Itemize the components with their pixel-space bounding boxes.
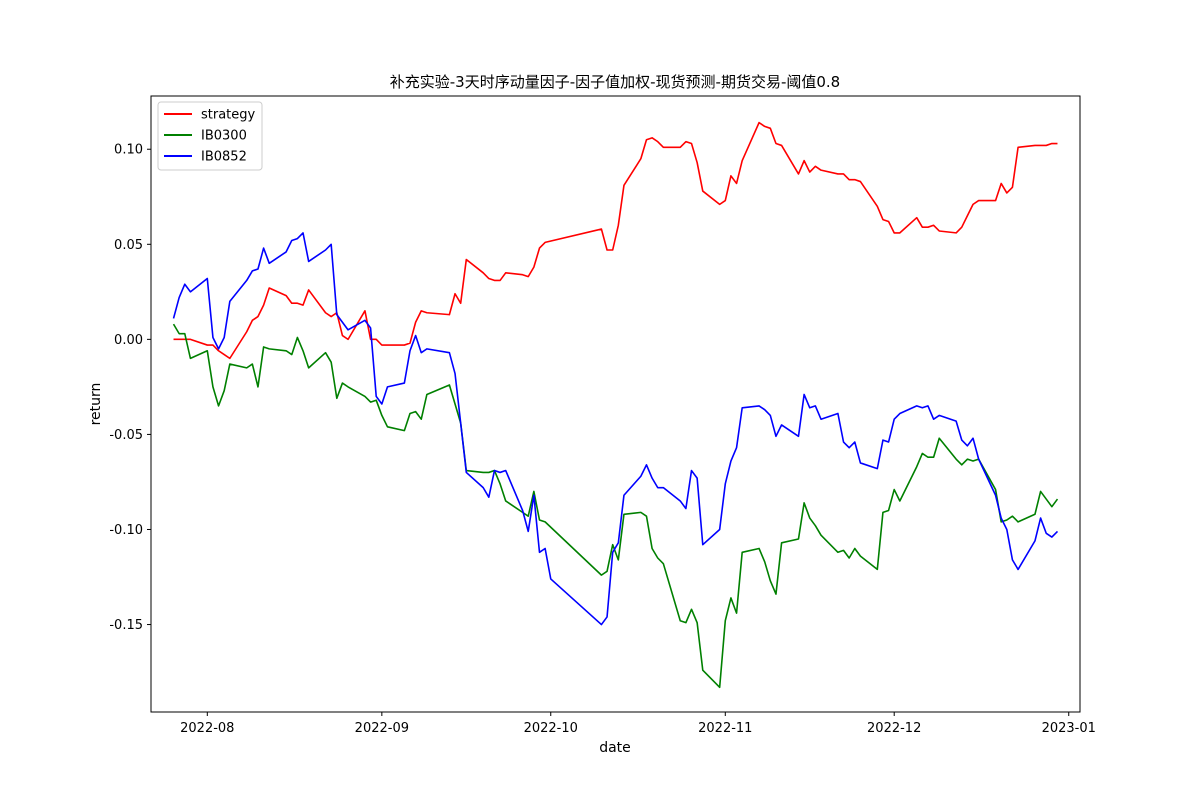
y-tick-label: -0.15: [109, 618, 143, 633]
series-line-1: [172, 323, 1059, 689]
y-tick-label: -0.10: [109, 523, 143, 538]
y-tick-label: 0.05: [114, 238, 143, 253]
legend-label-1: IB0300: [201, 129, 247, 144]
legend: strategy IB0300 IB0852: [157, 101, 263, 171]
chart-title: 补充实验-3天时序动量因子-因子值加权-现货预测-期货交易-阈值0.8: [390, 73, 840, 91]
x-tick-label: 2022-08: [180, 721, 234, 736]
legend-label-2: IB0852: [201, 150, 247, 165]
x-tick-label: 2022-09: [355, 721, 409, 736]
x-axis-label: date: [599, 740, 631, 756]
series-line-0: [173, 121, 1058, 360]
series-line-2: [172, 232, 1059, 626]
y-tick-label: 0.00: [114, 333, 143, 348]
y-axis-ticks: -0.15 -0.10 -0.05 0.00 0.05 0.10: [109, 143, 151, 633]
plot-area-frame: [150, 95, 1081, 713]
y-tick-label: 0.10: [114, 143, 143, 158]
x-tick-label: 2022-11: [698, 721, 752, 736]
y-tick-label: -0.05: [109, 428, 143, 443]
series-lines: [172, 121, 1059, 689]
legend-box: [157, 101, 263, 171]
x-axis-ticks: 2022-08 2022-09 2022-10 2022-11 2022-12 2023-…: [180, 712, 1096, 736]
x-tick-label: 2023-01: [1042, 721, 1096, 736]
legend-label-0: strategy: [201, 108, 256, 123]
x-tick-label: 2022-12: [867, 721, 921, 736]
y-axis-label: return: [88, 383, 104, 426]
x-tick-label: 2022-10: [524, 721, 578, 736]
